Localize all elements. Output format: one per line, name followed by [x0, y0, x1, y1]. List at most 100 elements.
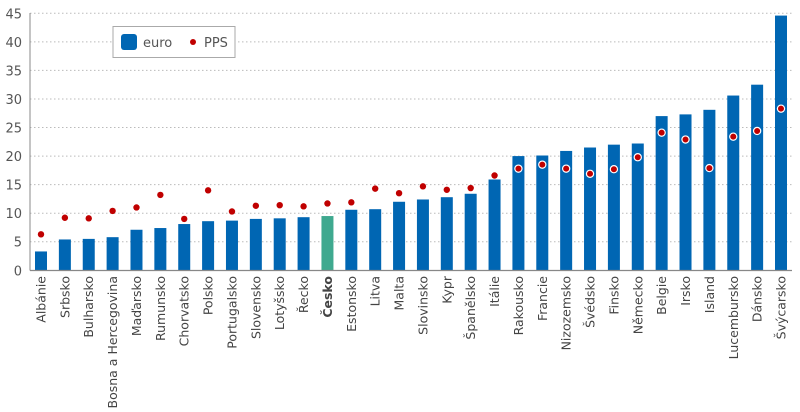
bar-euro: [751, 84, 764, 271]
point-pps: [228, 208, 236, 215]
bar-euro: [273, 218, 286, 271]
bar-euro: [321, 216, 334, 271]
legend-pps-label: PPS: [204, 36, 228, 51]
x-tick-label: Francie: [535, 276, 550, 321]
x-tick-label: Finsko: [606, 276, 621, 315]
x-tick-label: Malta: [392, 276, 407, 310]
x-tick-label: Slovensko: [248, 276, 263, 339]
x-tick-label: Rumunsko: [153, 276, 168, 341]
legend: euro PPS: [112, 26, 236, 58]
y-tick-label: 20: [5, 150, 22, 165]
bar-euro: [82, 238, 95, 271]
point-pps: [776, 104, 786, 113]
x-axis-labels: Albánie Srbsko Bulharsko Bosna a Hercegovin…: [34, 275, 789, 408]
bar-euro: [154, 228, 167, 271]
y-tick-label: 30: [5, 93, 22, 108]
legend-pps-marker: [190, 39, 196, 45]
x-tick-label: Nizozemsko: [559, 276, 574, 350]
point-pps: [252, 202, 260, 209]
bar-euro: [703, 109, 716, 271]
bar-euro: [512, 156, 525, 271]
x-tick-label: Itálie: [487, 276, 502, 307]
bar-euro: [679, 114, 692, 271]
point-pps: [443, 186, 451, 193]
x-tick-label: Portugalsko: [224, 276, 239, 349]
point-pps: [633, 153, 642, 162]
bar-euro: [631, 143, 644, 271]
point-pps: [348, 199, 355, 206]
point-pps: [324, 200, 331, 207]
point-pps: [61, 214, 69, 221]
bar-euro: [416, 199, 429, 271]
point-pps: [657, 128, 666, 137]
bar-euro: [369, 209, 382, 271]
point-pps: [204, 187, 212, 194]
y-tick-label: 35: [5, 64, 22, 79]
bar-euro: [727, 95, 740, 271]
x-tick-label: Belgie: [654, 276, 669, 315]
bar-euro: [297, 217, 310, 271]
point-pps: [681, 135, 690, 144]
x-tick-label: Švýcarsko: [774, 276, 789, 339]
point-pps: [37, 231, 45, 238]
x-tick-label: Srbsko: [57, 276, 72, 318]
x-tick-label: Maďarsko: [129, 276, 144, 336]
x-tick-label: Chorvatsko: [177, 276, 192, 346]
point-pps: [157, 191, 164, 199]
bar-euro: [106, 237, 119, 271]
y-tick-label: 45: [5, 7, 22, 22]
point-pps: [538, 160, 547, 169]
x-tick-label: Albánie: [34, 276, 49, 323]
point-pps: [561, 164, 571, 173]
point-pps: [419, 183, 427, 190]
bar-euro: [536, 155, 549, 271]
x-tick-label: Slovinsko: [415, 276, 430, 335]
point-pps: [276, 201, 283, 209]
bar-euro: [202, 221, 215, 271]
bar-euro: [655, 116, 668, 271]
bar-euro: [225, 220, 238, 271]
legend-euro-label: euro: [143, 36, 172, 51]
pps-points: [37, 104, 786, 238]
point-pps: [585, 169, 595, 178]
legend-euro-swatch: [121, 34, 137, 50]
x-tick-label: Česko: [320, 276, 335, 318]
y-tick-label: 15: [5, 179, 22, 194]
bar-euro: [464, 193, 477, 271]
point-pps: [467, 184, 474, 192]
bar-euro: [584, 147, 597, 271]
x-tick-label: Polsko: [201, 276, 216, 315]
gridlines: [30, 12, 792, 243]
x-tick-label: Lotyšsko: [272, 276, 287, 330]
y-tick-label: 40: [5, 36, 22, 51]
x-tick-label: Bosna a Hercegovina: [105, 276, 120, 408]
bar-euro: [488, 179, 501, 271]
point-pps: [705, 163, 714, 173]
point-pps: [491, 172, 498, 179]
x-tick-label: Švédsko: [583, 276, 598, 328]
point-pps: [300, 203, 307, 210]
x-tick-label: Irsko: [678, 276, 693, 306]
bar-euro: [35, 251, 47, 271]
bar-euro: [345, 209, 358, 271]
y-tick-label: 25: [5, 122, 22, 137]
point-pps: [133, 204, 140, 211]
bars: [35, 15, 787, 271]
x-tick-label: Island: [702, 276, 717, 313]
point-pps: [181, 215, 188, 223]
x-tick-label: Kypr: [439, 275, 454, 304]
y-tick-label: 0: [14, 264, 22, 279]
point-pps: [85, 215, 92, 222]
x-tick-label: Dánsko: [750, 276, 765, 322]
point-pps: [514, 164, 523, 173]
x-tick-label: Estonsko: [344, 276, 359, 332]
y-tick-label: 10: [5, 207, 22, 222]
bar-euro: [607, 144, 620, 271]
bar-euro: [440, 197, 453, 271]
bar-euro: [58, 239, 71, 271]
x-tick-label: Bulharsko: [81, 276, 96, 338]
y-axis-ticks: 0 5 10 15 20 25 30 35 40 45: [5, 7, 22, 279]
point-pps: [371, 185, 379, 192]
point-pps: [395, 190, 403, 197]
